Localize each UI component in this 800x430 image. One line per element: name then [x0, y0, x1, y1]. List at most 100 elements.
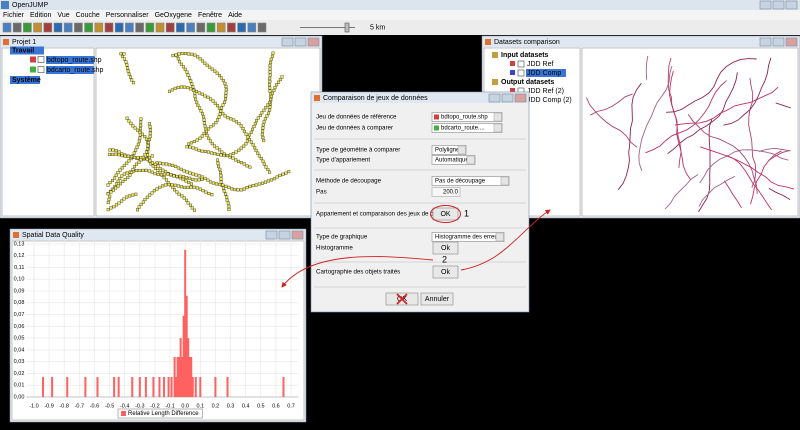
toolbar-button[interactable]: [247, 22, 257, 33]
toolbar-button[interactable]: [257, 22, 267, 33]
toolbar-button[interactable]: [53, 22, 63, 33]
combo-arrow[interactable]: [493, 112, 502, 122]
toolbar-button[interactable]: [12, 22, 22, 33]
road-vertex: [125, 195, 129, 199]
toolbar-button[interactable]: [114, 22, 124, 33]
toolbar-button[interactable]: [125, 22, 134, 33]
dataset-name[interactable]: JDD Ref: [527, 61, 554, 68]
bar: [191, 376, 194, 397]
toolbar-button[interactable]: [43, 22, 53, 33]
menu-item[interactable]: Vue: [57, 12, 69, 19]
combo-arrow[interactable]: [500, 176, 509, 186]
combo-box[interactable]: [431, 112, 503, 122]
toolbar-button[interactable]: [145, 22, 155, 33]
toolbar-button[interactable]: [33, 22, 42, 33]
toolbar-button[interactable]: [237, 22, 246, 33]
button[interactable]: [432, 241, 459, 255]
window-control[interactable]: [291, 230, 304, 240]
dataset-name[interactable]: JDD Ref (2): [527, 88, 564, 95]
window-control[interactable]: [501, 93, 514, 103]
button-label[interactable]: Ok: [441, 269, 450, 276]
button-label[interactable]: Ok: [441, 245, 450, 252]
combo-box[interactable]: [431, 232, 505, 242]
toolbar-button[interactable]: [216, 22, 226, 33]
window-control[interactable]: [514, 93, 527, 103]
menu-item[interactable]: Fichier: [3, 12, 25, 19]
window-control[interactable]: [785, 37, 798, 47]
combo-value[interactable]: Polyligne: [435, 148, 460, 154]
combo-arrow[interactable]: [466, 155, 475, 165]
field-value[interactable]: 200.0: [443, 190, 459, 196]
toolbar-button[interactable]: [206, 22, 216, 33]
combo-box[interactable]: [431, 155, 476, 165]
text-field[interactable]: [431, 187, 461, 197]
menu-item[interactable]: Edition: [30, 12, 52, 19]
window-control[interactable]: [281, 37, 294, 47]
button-label[interactable]: Annuler: [425, 296, 450, 303]
combo-arrow[interactable]: [457, 145, 466, 155]
toolbar-button[interactable]: [23, 22, 32, 33]
dataset-checkbox[interactable]: [517, 60, 525, 68]
menu-item[interactable]: Aide: [228, 12, 242, 19]
menu-item[interactable]: Personnaliser: [106, 12, 149, 19]
toolbar-button[interactable]: [104, 22, 114, 33]
combo-box[interactable]: [431, 176, 510, 186]
tree-category[interactable]: Système: [12, 77, 41, 84]
window-control[interactable]: [759, 37, 772, 47]
zoom-slider-thumb[interactable]: [344, 22, 350, 33]
button[interactable]: [432, 207, 459, 221]
combo-box[interactable]: [431, 145, 467, 155]
toolbar-button[interactable]: [196, 22, 206, 33]
window-control[interactable]: [294, 37, 307, 47]
dataset-group[interactable]: Input datasets: [501, 52, 549, 59]
combo-value[interactable]: Histogramme des erreurs: [435, 235, 503, 241]
combo-arrow[interactable]: [493, 123, 502, 133]
toolbar-button[interactable]: [227, 22, 236, 33]
toolbar-button[interactable]: [155, 22, 165, 33]
window-control[interactable]: [278, 230, 291, 240]
menu-item[interactable]: Fenêtre: [198, 12, 222, 19]
toolbar-button[interactable]: [74, 22, 83, 33]
menu-item[interactable]: GeOxygene: [155, 12, 192, 19]
window-control[interactable]: [265, 230, 278, 240]
dataset-name[interactable]: JDD Comp: [527, 70, 561, 77]
combo-value[interactable]: Pas de découpage: [435, 179, 486, 185]
toolbar-button[interactable]: [84, 22, 93, 33]
road-vertex: [111, 148, 115, 152]
window-control[interactable]: [488, 93, 501, 103]
combo-value[interactable]: Automatique: [435, 158, 469, 164]
button-label[interactable]: OK: [440, 211, 450, 218]
dataset-name[interactable]: JDD Comp (2): [527, 97, 572, 104]
layer-name[interactable]: bdtopo_route.shp: [47, 57, 102, 64]
combo-value[interactable]: bdcarto_route....: [441, 126, 485, 132]
toolbar-button[interactable]: [63, 22, 73, 33]
toolbar-button[interactable]: [2, 22, 12, 33]
window-control[interactable]: [785, 0, 798, 10]
window-control[interactable]: [772, 0, 785, 10]
window-control[interactable]: [759, 0, 772, 10]
layer-name[interactable]: bdcarto_route.shp: [47, 67, 104, 74]
road-vertex: [180, 51, 184, 55]
button[interactable]: [420, 292, 454, 306]
layer-color: [30, 66, 36, 73]
combo-value[interactable]: bdtopo_route.shp: [441, 115, 488, 121]
layer-checkbox[interactable]: [37, 56, 45, 63]
comparison-line: [758, 147, 791, 152]
combo-arrow[interactable]: [495, 232, 504, 242]
road-vertex: [210, 142, 214, 146]
menu-item[interactable]: Couche: [76, 12, 100, 19]
combo-box[interactable]: [431, 123, 503, 133]
toolbar-button[interactable]: [94, 22, 104, 33]
layer-checkbox[interactable]: [37, 66, 45, 73]
road-vertex: [268, 80, 272, 84]
toolbar-button[interactable]: [176, 22, 185, 33]
toolbar-button[interactable]: [165, 22, 175, 33]
dataset-group[interactable]: Output datasets: [501, 79, 554, 86]
dataset-checkbox[interactable]: [517, 69, 525, 77]
tree-category[interactable]: Travail: [12, 47, 34, 54]
window-control[interactable]: [307, 37, 320, 47]
toolbar-button[interactable]: [186, 22, 195, 33]
button[interactable]: [432, 265, 459, 279]
toolbar-button[interactable]: [135, 22, 144, 33]
window-control[interactable]: [772, 37, 785, 47]
